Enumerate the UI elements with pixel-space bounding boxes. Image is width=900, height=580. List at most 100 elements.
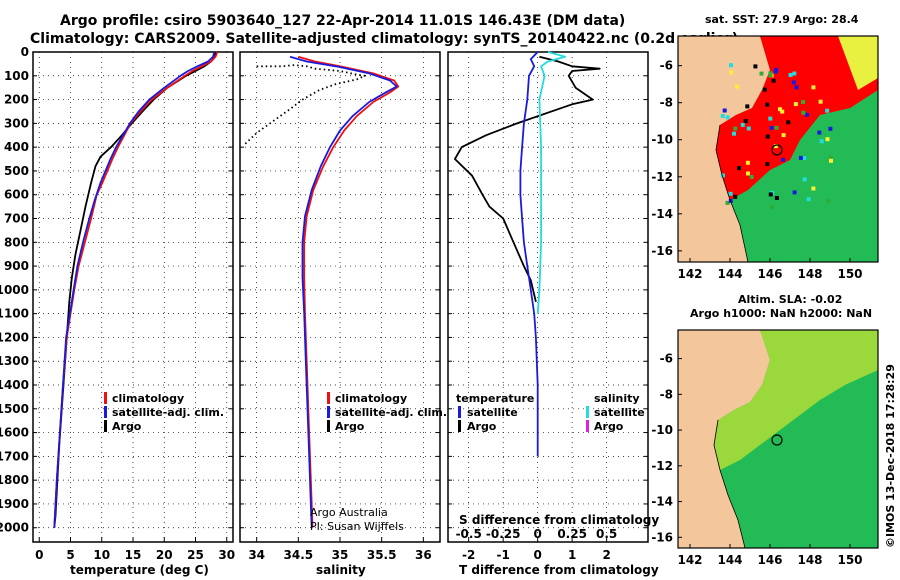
sst-pixel [765, 162, 770, 167]
series-t-satellite [519, 51, 539, 457]
sst-pixel [774, 125, 779, 130]
sal-legend-climatology-swatch [327, 392, 330, 404]
t-difference-label: T difference from climatology [459, 563, 659, 577]
map-y-tick-label: -14 [651, 495, 673, 509]
x-tick-label: 35 [332, 548, 349, 562]
sst-pixel [781, 157, 785, 162]
sst-pixel [740, 122, 745, 127]
credit-argo-australia: Argo Australia [310, 506, 388, 519]
difference-legend-salinity: salinity satellite Argo [586, 392, 645, 433]
y-tick-label: 1400 [0, 378, 29, 392]
map-y-tick-label: -14 [651, 207, 673, 221]
salinity-series [243, 55, 400, 528]
sla-map-y-ticks: -6 -8 -10 -12 -14 -16 [651, 352, 682, 544]
sal-legend-satellite-adj: satellite-adj. clim. [335, 406, 447, 419]
sst-pixel [759, 71, 764, 76]
sst-map-title: sat. SST: 27.9 Argo: 28.4 [705, 13, 859, 26]
legend-salinity-title: salinity [594, 392, 640, 405]
difference-x-ticks: -2 -1 0 1 2 [462, 537, 611, 562]
legend-climatology-swatch [104, 392, 107, 404]
map-x-tick-label: 150 [837, 553, 862, 567]
legend-satellite-swatch [104, 406, 107, 418]
x-tick-label: 1 [568, 548, 576, 562]
salinity-panel: 34 34.5 35 35.5 36 salinity climatology sate… [239, 51, 447, 577]
map-y-tick-label: -10 [651, 133, 673, 147]
legend-s-satellite-swatch [586, 406, 589, 418]
sst-pixel [798, 155, 803, 160]
sst-pixel [792, 71, 797, 76]
title-line-1: Argo profile: csiro 5903640_127 22-Apr-2… [60, 13, 625, 29]
map-x-tick-label: 142 [677, 267, 702, 281]
difference-frame [447, 51, 649, 543]
difference-series [453, 51, 601, 457]
sst-pixel [773, 69, 778, 74]
map-y-tick-label: -12 [651, 459, 673, 473]
legend-climatology: climatology [112, 392, 184, 405]
sst-pixel [825, 108, 830, 113]
sst-pixel [720, 114, 725, 118]
x-tick-label: 10 [93, 548, 110, 562]
sla-map-coastline [713, 419, 746, 549]
map-x-tick-label: 150 [837, 267, 862, 281]
sst-pixel [768, 73, 773, 78]
x-tick-label: 0 [35, 548, 43, 562]
sst-pixel [768, 192, 773, 197]
credit-pi: PI: Susan Wijffels [310, 520, 404, 533]
y-tick-label: 100 [4, 69, 29, 83]
sst-pixel [745, 160, 750, 165]
sst-pixel [765, 102, 770, 107]
sst-pixel [786, 120, 791, 125]
series-s-satellite [536, 51, 567, 314]
sst-pixel [725, 200, 730, 205]
sst-pixel [733, 126, 738, 131]
map-x-tick-label: 146 [757, 553, 782, 567]
sal-legend-climatology: climatology [335, 392, 407, 405]
legend-argo: Argo [112, 420, 142, 433]
legend-t-argo: Argo [467, 420, 497, 433]
x-tick-label: 5 [66, 548, 74, 562]
sla-map-west-land [678, 400, 745, 548]
sla-map-frame [677, 329, 879, 549]
difference-grid [448, 51, 648, 542]
temperature-grid [33, 51, 233, 542]
y-tick-label: 700 [4, 212, 29, 226]
temperature-legend: climatology satellite-adj. clim. Argo [104, 392, 224, 433]
series-satellite-adj-clim- [53, 51, 216, 528]
y-tick-label: 1800 [0, 473, 29, 487]
difference-legend-temperature: temperature satellite Argo [456, 392, 534, 433]
s-tick-label: 0.5 [596, 527, 617, 541]
sst-pixel [811, 186, 816, 191]
sst-pixel [728, 198, 733, 203]
sst-pixel [743, 119, 748, 123]
y-tick-label: 800 [4, 235, 29, 249]
sla-map-light-region [714, 330, 878, 470]
legend-s-argo: Argo [594, 420, 624, 433]
legend-temperature-title: temperature [456, 392, 534, 405]
sst-pixel [817, 130, 822, 135]
map-x-tick-label: 144 [717, 553, 742, 567]
sst-pixel [733, 194, 738, 199]
sst-pixel [765, 134, 770, 139]
sst-pixel [729, 70, 734, 75]
y-tick-label: 2000 [0, 521, 29, 535]
temperature-xlabel: temperature (deg C) [70, 563, 209, 577]
sla-argo-marker [771, 434, 783, 446]
y-tick-label: 0 [21, 45, 29, 59]
x-tick-label: -1 [497, 548, 510, 562]
sst-pixel [829, 158, 833, 163]
temperature-x-ticks: 0 5 10 15 20 25 30 [35, 537, 235, 562]
sst-pixel [780, 109, 785, 114]
map-y-tick-label: -6 [660, 59, 673, 73]
temperature-panel: 0100200300400500600700800900100011001200… [0, 45, 235, 577]
y-tick-label: 400 [4, 140, 29, 154]
temperature-series [53, 51, 219, 528]
sst-pixel [773, 144, 778, 149]
sst-pixel [819, 139, 824, 144]
map-x-tick-label: 144 [717, 267, 742, 281]
sst-argo-marker [771, 144, 783, 156]
sst-pixel [793, 102, 798, 107]
map-y-tick-label: -6 [660, 352, 673, 366]
sst-pixel [781, 133, 786, 138]
x-tick-label: 15 [125, 548, 142, 562]
